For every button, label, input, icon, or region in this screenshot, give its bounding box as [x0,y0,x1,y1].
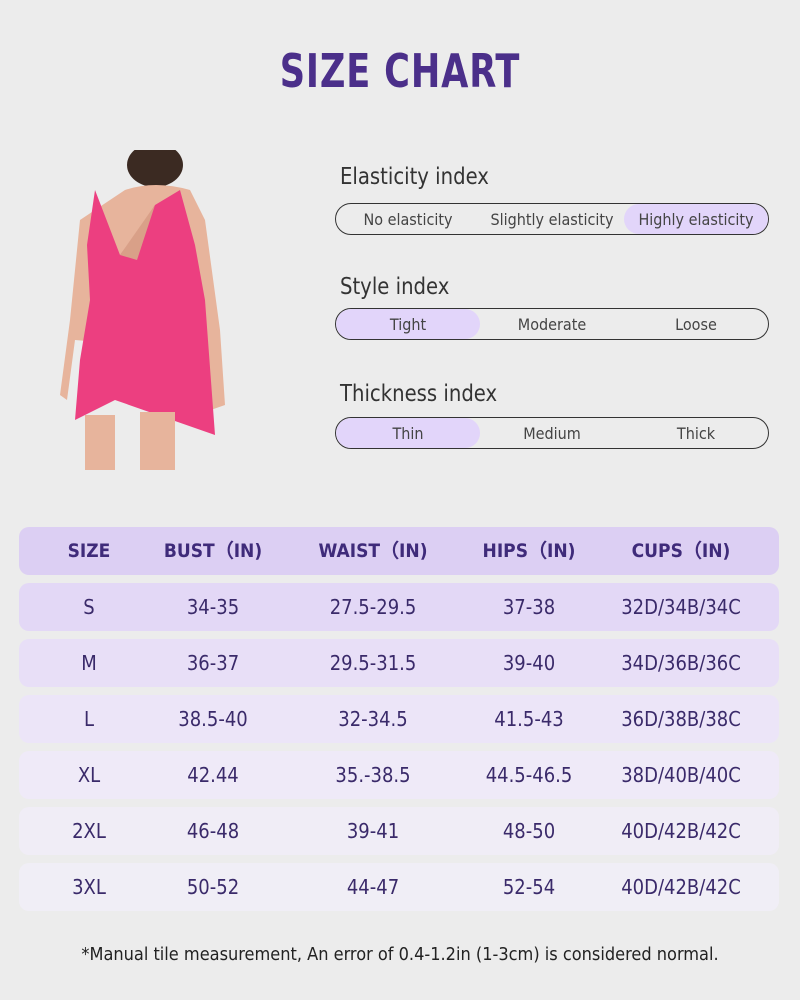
style-index-scale: Tight Moderate Loose [335,308,769,340]
table-cell: 38D/40B/40C [621,763,741,787]
measurement-note: *Manual tile measurement, An error of 0.… [81,944,719,965]
thickness-option: Medium [523,423,581,443]
thickness-index-label: Thickness index [340,381,498,407]
table-header: SIZE BUST（IN) WAIST（IN) HIPS（IN) CUPS（IN… [19,527,779,575]
table-cell: 52-54 [502,875,556,899]
table-cell: 27.5-29.5 [329,595,417,619]
style-option: Moderate [517,314,587,334]
page-title: SIZE CHART [279,44,521,98]
header-bust: BUST（IN) [163,540,263,562]
table-row: XL 42.44 35.-38.5 44.5-46.5 38D/40B/40C [19,751,779,799]
header-size: SIZE [67,540,111,562]
header-cups: CUPS（IN) [631,540,731,562]
table-cell: 37-38 [502,595,556,619]
table-cell: M [81,651,97,675]
table-cell: 34-35 [186,595,240,619]
thickness-option: Thin [336,418,480,448]
table-cell: 44.5-46.5 [485,763,573,787]
table-cell: 35.-38.5 [335,763,411,787]
table-cell: 40D/42B/42C [621,819,741,843]
table-cell: 36D/38B/38C [621,707,741,731]
table-cell: 29.5-31.5 [329,651,417,675]
table-cell: 32-34.5 [338,707,408,731]
table-cell: 32D/34B/34C [621,595,741,619]
elasticity-option: Highly elasticity [624,204,768,234]
table-cell: 39-41 [346,819,400,843]
header-hips: HIPS（IN) [482,540,576,562]
table-row: 3XL 50-52 44-47 52-54 40D/42B/42C [19,863,779,911]
table-cell: 41.5-43 [494,707,564,731]
style-option: Loose [675,314,717,334]
table-cell: S [83,595,95,619]
table-cell: 36-37 [186,651,240,675]
elasticity-index-label: Elasticity index [340,164,489,190]
elasticity-option: Slightly elasticity [490,209,614,229]
table-row: S 34-35 27.5-29.5 37-38 32D/34B/34C [19,583,779,631]
table-row: M 36-37 29.5-31.5 39-40 34D/36B/36C [19,639,779,687]
table-cell: L [83,707,95,731]
table-cell: 44-47 [346,875,400,899]
table-cell: 50-52 [186,875,240,899]
elasticity-option: No elasticity [363,209,453,229]
style-option: Tight [336,309,480,339]
table-row: L 38.5-40 32-34.5 41.5-43 36D/38B/38C [19,695,779,743]
thickness-index-scale: Thin Medium Thick [335,417,769,449]
table-cell: 2XL [72,819,106,843]
product-model-image [60,150,225,470]
style-index-label: Style index [340,274,450,300]
table-cell: 46-48 [186,819,240,843]
table-cell: 3XL [72,875,106,899]
table-cell: 42.44 [187,763,239,787]
table-cell: 40D/42B/42C [621,875,741,899]
table-cell: 34D/36B/36C [621,651,741,675]
table-row: 2XL 46-48 39-41 48-50 40D/42B/42C [19,807,779,855]
thickness-option: Thick [676,423,716,443]
table-cell: 38.5-40 [178,707,248,731]
table-cell: 48-50 [502,819,556,843]
elasticity-index-scale: No elasticity Slightly elasticity Highly e… [335,203,769,235]
table-cell: XL [77,763,101,787]
table-cell: 39-40 [502,651,556,675]
header-waist: WAIST（IN) [318,540,428,562]
